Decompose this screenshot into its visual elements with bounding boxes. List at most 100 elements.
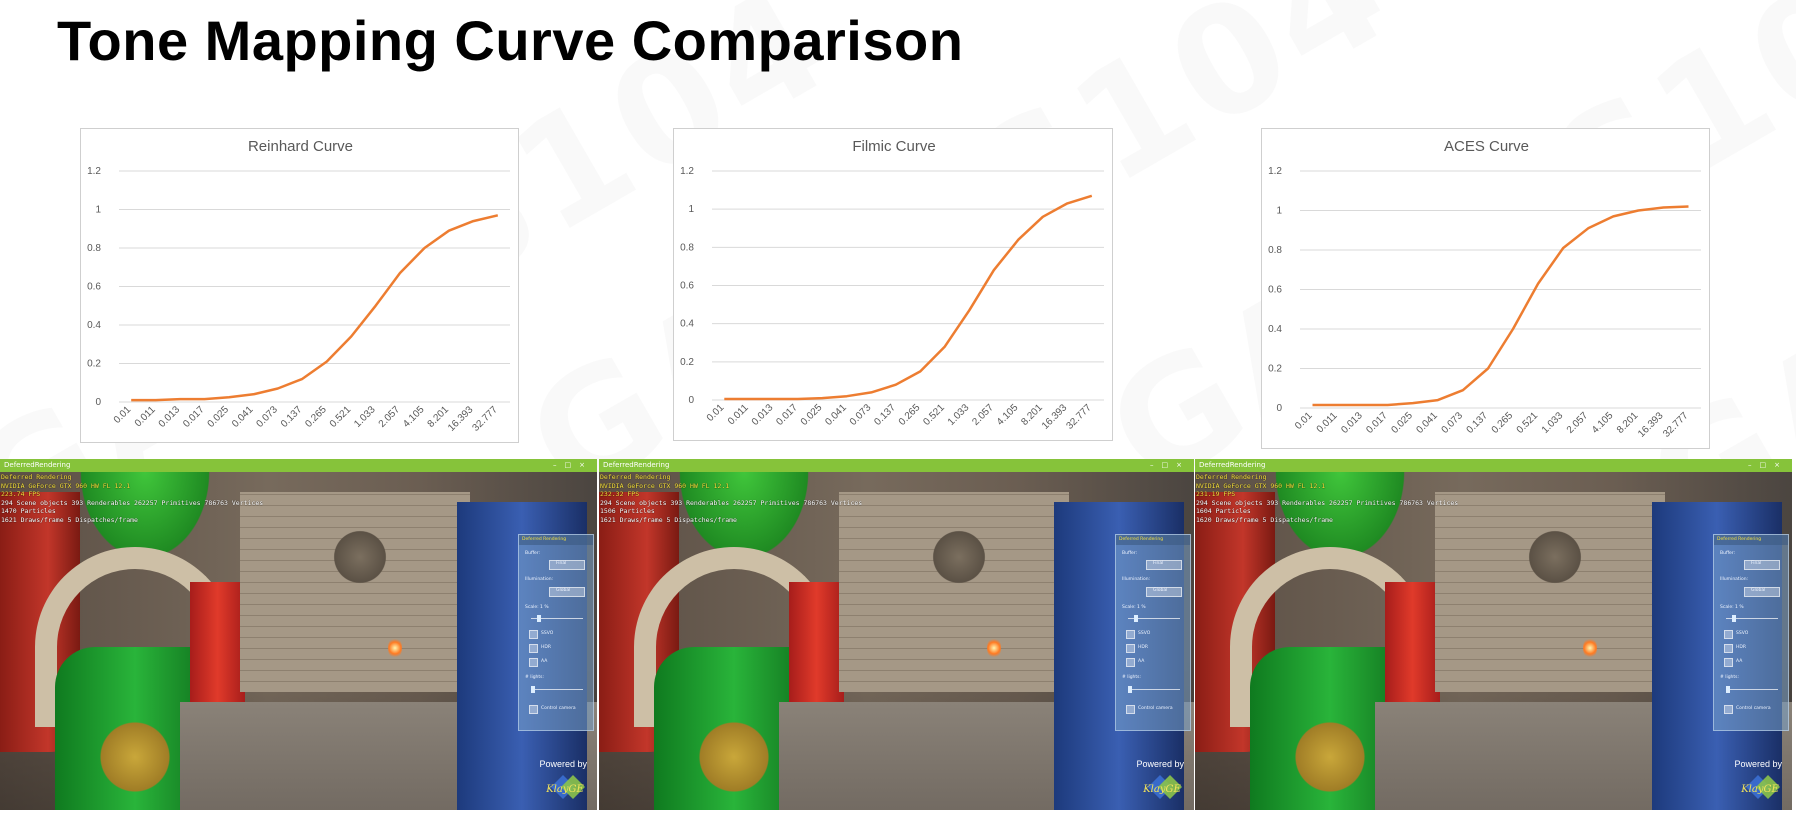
buffer-select[interactable]: Final xyxy=(1146,560,1182,570)
hdr-label: HDR xyxy=(1736,645,1746,650)
minimize-icon[interactable]: – xyxy=(1150,461,1162,469)
illumination-select[interactable]: Global xyxy=(1744,587,1780,597)
powered-by: Powered by KlayGE xyxy=(1124,759,1184,802)
chart-svg: Reinhard Curve 0 0.2 0.4 0.6 0.8 1 1.2 0.01 0.011… xyxy=(87,138,510,434)
buffer-select[interactable]: Final xyxy=(549,560,585,570)
illumination-select[interactable]: Global xyxy=(549,587,585,597)
y-tick-label: 0.6 xyxy=(87,282,101,293)
stats-line: 1621 Draws/frame 5 Dispatches/frame xyxy=(1,515,138,524)
y-tick-label: 1.2 xyxy=(680,166,694,177)
lights-slider[interactable] xyxy=(1726,689,1778,690)
chart-reinhard: Reinhard Curve 0 0.2 0.4 0.6 0.8 1 1.2 0.01 0.011… xyxy=(80,128,519,443)
x-tick-label: 0.137 xyxy=(1465,410,1491,436)
scale-slider-handle[interactable] xyxy=(1732,615,1736,622)
x-tick-label: 0.01 xyxy=(705,402,727,424)
x-tick-label: 0.017 xyxy=(774,402,800,428)
lights-slider[interactable] xyxy=(531,689,583,690)
y-tick-label: 0.2 xyxy=(1268,364,1282,375)
y-tick-label: 1 xyxy=(95,205,101,216)
scale-label: Scale: 1 % xyxy=(525,605,549,610)
stats-overlay: Deferred Rendering NVIDIA GeForce GTX 96… xyxy=(600,473,862,524)
powered-by: Powered by KlayGE xyxy=(527,759,587,802)
illumination-select[interactable]: Global xyxy=(1146,587,1182,597)
x-tick-label: 32.777 xyxy=(1661,410,1691,440)
close-icon[interactable]: × xyxy=(1176,461,1190,469)
y-tick-label: 0.8 xyxy=(680,242,694,253)
lights-label: # lights: xyxy=(1122,675,1142,680)
powered-by: Powered by KlayGE xyxy=(1722,759,1782,802)
x-tick-label: 0.013 xyxy=(750,402,776,428)
stats-line: NVIDIA GeForce GTX 960 HW FL 12.1 xyxy=(1196,481,1326,490)
scene-lion-head xyxy=(1525,527,1585,587)
page-title: Tone Mapping Curve Comparison xyxy=(57,9,964,72)
aa-checkbox[interactable] xyxy=(529,658,538,667)
hdr-checkbox[interactable] xyxy=(1126,644,1135,653)
hdr-label: HDR xyxy=(541,645,551,650)
minimize-icon[interactable]: – xyxy=(553,461,565,469)
ssvo-label: SSVO xyxy=(1736,631,1749,636)
buffer-label: Buffer: xyxy=(1720,551,1736,556)
illumination-label: Illumination: xyxy=(1122,577,1151,582)
x-tick-label: 0.01 xyxy=(112,404,134,426)
x-tick-label: 0.025 xyxy=(206,404,232,430)
stats-line: 294 Scene objects 393 Renderables 262257… xyxy=(600,498,863,507)
ssvo-checkbox[interactable] xyxy=(1126,630,1135,639)
ssvo-checkbox[interactable] xyxy=(529,630,538,639)
window-title: DeferredRendering xyxy=(4,461,71,469)
settings-panel: Deferred Rendering Buffer: Final Illumin… xyxy=(1115,534,1191,731)
stats-line: NVIDIA GeForce GTX 960 HW FL 12.1 xyxy=(600,481,730,490)
x-tick-label: 1.033 xyxy=(1540,410,1566,436)
scene-lantern xyxy=(987,637,1001,659)
maximize-icon[interactable]: □ xyxy=(1759,461,1775,469)
maximize-icon[interactable]: □ xyxy=(564,461,580,469)
control-camera-checkbox[interactable] xyxy=(1724,705,1733,714)
lights-slider[interactable] xyxy=(1128,689,1180,690)
chart-filmic: Filmic Curve 0 0.2 0.4 0.6 0.8 1 1.2 0.01 0.011 0.… xyxy=(673,128,1113,441)
scale-slider[interactable] xyxy=(1726,618,1778,619)
scale-slider-handle[interactable] xyxy=(537,615,541,622)
hdr-checkbox[interactable] xyxy=(1724,644,1733,653)
scale-slider[interactable] xyxy=(1128,618,1180,619)
x-tick-label: 1.033 xyxy=(352,404,378,430)
close-icon[interactable]: × xyxy=(1774,461,1788,469)
control-camera-checkbox[interactable] xyxy=(529,705,538,714)
y-tick-label: 0.2 xyxy=(680,357,694,368)
stats-overlay: Deferred Rendering NVIDIA GeForce GTX 96… xyxy=(1,473,263,524)
ssvo-label: SSVO xyxy=(1138,631,1151,636)
maximize-icon[interactable]: □ xyxy=(1161,461,1177,469)
scene-lion-head xyxy=(929,527,989,587)
aa-label: AA xyxy=(1138,659,1145,664)
control-camera-checkbox[interactable] xyxy=(1126,705,1135,714)
aa-checkbox[interactable] xyxy=(1126,658,1135,667)
ssvo-checkbox[interactable] xyxy=(1724,630,1733,639)
x-tick-label: 0.011 xyxy=(133,404,158,429)
lights-label: # lights: xyxy=(1720,675,1740,680)
scale-slider-handle[interactable] xyxy=(1134,615,1138,622)
x-tick-label: 0.521 xyxy=(1515,410,1541,436)
close-icon[interactable]: × xyxy=(579,461,593,469)
lights-label: # lights: xyxy=(525,675,545,680)
buffer-select[interactable]: Final xyxy=(1744,560,1780,570)
lights-slider-handle[interactable] xyxy=(531,686,535,693)
x-tick-label: 16.393 xyxy=(1636,410,1666,440)
stats-line: 1506 Particles xyxy=(600,507,655,515)
aa-checkbox[interactable] xyxy=(1724,658,1733,667)
x-tick-label: 0.073 xyxy=(848,402,874,428)
x-tick-label: 32.777 xyxy=(1064,402,1094,432)
x-tick-label: 0.521 xyxy=(921,402,947,428)
y-tick-label: 0 xyxy=(95,397,101,408)
scene-emblem xyxy=(694,717,774,797)
klayge-logo: KlayGE xyxy=(1142,775,1182,799)
y-tick-label: 0.6 xyxy=(1268,285,1282,296)
hdr-label: HDR xyxy=(1138,645,1148,650)
scale-slider[interactable] xyxy=(531,618,583,619)
settings-panel: Deferred Rendering Buffer: Final Illumin… xyxy=(1713,534,1789,731)
minimize-icon[interactable]: – xyxy=(1748,461,1760,469)
lights-slider-handle[interactable] xyxy=(1726,686,1730,693)
panel-header: Deferred Rendering xyxy=(1116,535,1190,545)
lights-slider-handle[interactable] xyxy=(1128,686,1132,693)
fps-readout: 232.32 FPS xyxy=(600,490,640,498)
x-tick-label: 0.137 xyxy=(872,402,898,428)
hdr-checkbox[interactable] xyxy=(529,644,538,653)
stats-line: Deferred Rendering xyxy=(600,473,671,481)
